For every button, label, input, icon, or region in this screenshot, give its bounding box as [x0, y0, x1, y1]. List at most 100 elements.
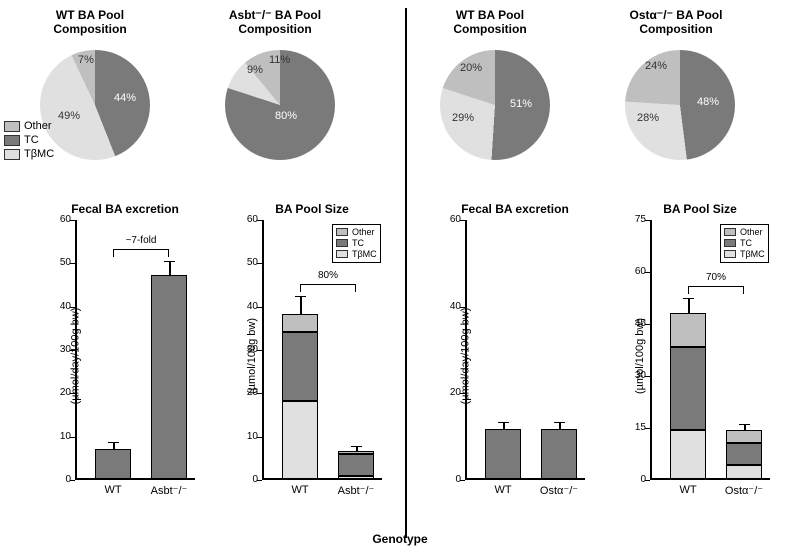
x-axis-label: Genotype — [350, 532, 450, 546]
y-tick-label: 40 — [51, 301, 71, 312]
error-bar-cap — [351, 446, 362, 447]
y-tick-label: 15 — [626, 422, 646, 433]
y-tick-label: 50 — [51, 257, 71, 268]
legend-swatch — [336, 239, 348, 247]
bar-segment — [338, 454, 374, 476]
pie-title: Asbt⁻/⁻ BA PoolComposition — [220, 8, 330, 37]
pie-chart — [440, 50, 550, 160]
bar-segment — [282, 314, 318, 331]
error-bar-cap — [164, 261, 175, 262]
y-tick-label: 0 — [51, 474, 71, 485]
bar-segment — [726, 430, 762, 442]
y-tick-label: 60 — [441, 214, 461, 225]
pie-slice-label: 28% — [637, 112, 659, 124]
x-tick-label: Asbt⁻/⁻ — [332, 484, 380, 497]
error-bar-cap — [739, 424, 750, 425]
legend-swatch — [336, 228, 348, 236]
legend-label: Other — [24, 120, 52, 132]
pie-slice-label: 44% — [114, 92, 136, 104]
y-tick-label: 40 — [441, 301, 461, 312]
mini-legend: OtherTCTβMC — [720, 224, 769, 263]
bar-segment — [338, 451, 374, 454]
y-tick-label: 10 — [51, 431, 71, 442]
y-axis — [650, 220, 652, 480]
pie-slice-label: 49% — [58, 110, 80, 122]
x-tick-label: WT — [89, 484, 137, 496]
pie-slice-label: 11% — [269, 54, 290, 66]
error-bar — [503, 423, 505, 430]
pie-title: Ostα⁻/⁻ BA PoolComposition — [621, 8, 731, 37]
annotation: ~7-fold — [113, 235, 169, 246]
error-bar-cap — [683, 298, 694, 299]
legend-label: TC — [740, 238, 752, 248]
y-axis-label: (µmol/100g bw) — [246, 318, 258, 394]
legend-swatch — [724, 239, 736, 247]
legend-swatch — [4, 149, 20, 160]
y-tick-label: 20 — [51, 387, 71, 398]
x-tick-label: Ostα⁻/⁻ — [535, 484, 583, 497]
bar — [485, 429, 521, 479]
annotation: 70% — [688, 272, 744, 283]
bar-chart-title: Fecal BA excretion — [445, 202, 585, 216]
vertical-divider — [405, 8, 407, 538]
y-tick-label: 60 — [238, 214, 258, 225]
bar — [95, 449, 131, 479]
bar-segment — [282, 401, 318, 479]
mini-legend: OtherTCTβMC — [332, 224, 381, 263]
bar-segment — [670, 313, 706, 348]
y-tick-label: 50 — [238, 257, 258, 268]
y-tick-label: 10 — [238, 431, 258, 442]
legend-label: TC — [352, 238, 364, 248]
y-tick-label: 40 — [238, 301, 258, 312]
legend-label: Other — [352, 227, 375, 237]
y-tick-label: 20 — [441, 387, 461, 398]
pie-slice-label: 51% — [510, 98, 532, 110]
legend-label: TβMC — [352, 249, 377, 259]
legend-item: TC — [4, 134, 54, 146]
legend-item: TβMC — [4, 148, 54, 160]
x-tick-label: WT — [479, 484, 527, 496]
y-axis-label: (µmol/day/100g bw) — [459, 308, 471, 405]
pie-slice-label: 80% — [275, 110, 297, 122]
legend-main: Other TC TβMC — [4, 120, 54, 162]
legend-swatch — [724, 250, 736, 258]
legend-label: TβMC — [740, 249, 765, 259]
legend-swatch — [4, 121, 20, 132]
legend-label: Other — [740, 227, 763, 237]
y-tick-label: 0 — [626, 474, 646, 485]
pie-chart — [40, 50, 150, 160]
y-axis-label: (µmol/100g bw) — [634, 318, 646, 394]
bar-chart — [75, 220, 195, 480]
y-axis — [262, 220, 264, 480]
y-tick-label: 0 — [238, 474, 258, 485]
y-tick-label: 30 — [51, 344, 71, 355]
bracket — [300, 284, 356, 292]
x-tick-label: WT — [664, 484, 712, 496]
x-tick-label: Ostα⁻/⁻ — [720, 484, 768, 497]
annotation: 80% — [300, 270, 356, 281]
bar-chart-title: Fecal BA excretion — [55, 202, 195, 216]
x-tick-label: WT — [276, 484, 324, 496]
figure-root: { "colors":{"other":"#bfbfbf","tc":"#7a7… — [0, 0, 800, 554]
pie-chart — [225, 50, 335, 160]
error-bar-cap — [108, 442, 119, 443]
bracket — [113, 249, 169, 257]
pie-slice-label: 7% — [78, 54, 94, 66]
pie-title: WT BA PoolComposition — [35, 8, 145, 37]
bar-chart-title: BA Pool Size — [630, 202, 770, 216]
bracket — [688, 286, 744, 294]
bar-segment — [670, 347, 706, 430]
bar-segment — [338, 476, 374, 479]
error-bar-cap — [554, 422, 565, 423]
legend-swatch — [4, 135, 20, 146]
pie-title: WT BA PoolComposition — [435, 8, 545, 37]
y-tick-label: 0 — [441, 474, 461, 485]
error-bar — [300, 297, 302, 314]
x-tick-label: Asbt⁻/⁻ — [145, 484, 193, 497]
error-bar — [113, 443, 115, 448]
pie-slice-label: 24% — [645, 60, 667, 72]
pie-slice-label: 48% — [697, 96, 719, 108]
y-tick-label: 60 — [51, 214, 71, 225]
legend-swatch — [724, 228, 736, 236]
legend-label: TC — [24, 134, 39, 146]
